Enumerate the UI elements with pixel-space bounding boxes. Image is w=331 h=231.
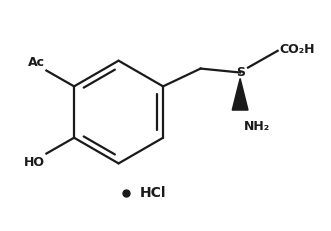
Text: HO: HO (24, 155, 44, 168)
Text: S: S (236, 66, 245, 79)
Text: HCl: HCl (140, 186, 166, 200)
Text: NH₂: NH₂ (244, 120, 270, 133)
Polygon shape (232, 79, 248, 110)
Text: Ac: Ac (27, 56, 44, 69)
Text: CO₂H: CO₂H (280, 43, 315, 56)
